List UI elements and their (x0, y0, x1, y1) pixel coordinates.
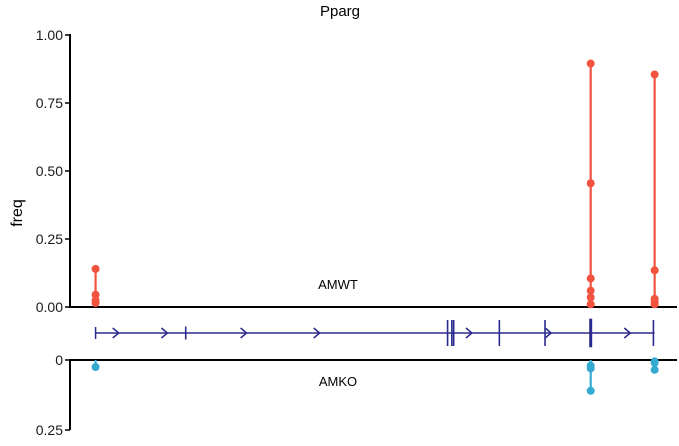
top-lollipop-point (586, 286, 595, 295)
top-y-tick-label: 1.00 (36, 27, 63, 43)
top-lollipop-point (91, 298, 100, 307)
chart-title: Pparg (320, 3, 360, 20)
top-lollipop-point (650, 300, 659, 309)
bottom-lollipop-point (91, 363, 100, 371)
bottom-lollipop-point (586, 386, 595, 395)
bottom-lollipop-point (586, 364, 595, 373)
bottom-lollipop-point (650, 358, 659, 367)
gene-direction-arrow (240, 327, 248, 339)
top-lollipop-point (586, 59, 595, 68)
bottom-y-tick-label: 0 (55, 352, 63, 368)
top-y-tick-label: 0.00 (36, 299, 63, 315)
top-y-tick-label: 0.25 (36, 231, 63, 247)
gene-direction-arrow (623, 327, 632, 339)
top-y-tick-label: 0.75 (36, 95, 63, 111)
gene-direction-arrow (465, 327, 474, 339)
top-lollipop-point (586, 300, 595, 309)
bottom-y-tick-label: 0.25 (36, 422, 63, 438)
top-lollipop-point (586, 293, 595, 302)
top-lollipop-point (91, 264, 100, 273)
gene-direction-arrow (112, 327, 120, 339)
top-panel-label: AMWT (318, 277, 358, 292)
gene-direction-arrow (544, 327, 553, 339)
bottom-panel-label: AMKO (319, 374, 357, 389)
y-axis-label: freq (9, 199, 26, 227)
gene-direction-arrow (160, 327, 169, 339)
top-lollipop-point (650, 70, 659, 79)
top-lollipop-point (650, 266, 659, 275)
bottom-lollipop-point (650, 365, 659, 374)
gene-direction-arrow (313, 327, 321, 339)
top-lollipop-point (586, 274, 595, 283)
top-y-tick-label: 0.50 (36, 163, 63, 179)
top-lollipop-point (586, 179, 595, 188)
